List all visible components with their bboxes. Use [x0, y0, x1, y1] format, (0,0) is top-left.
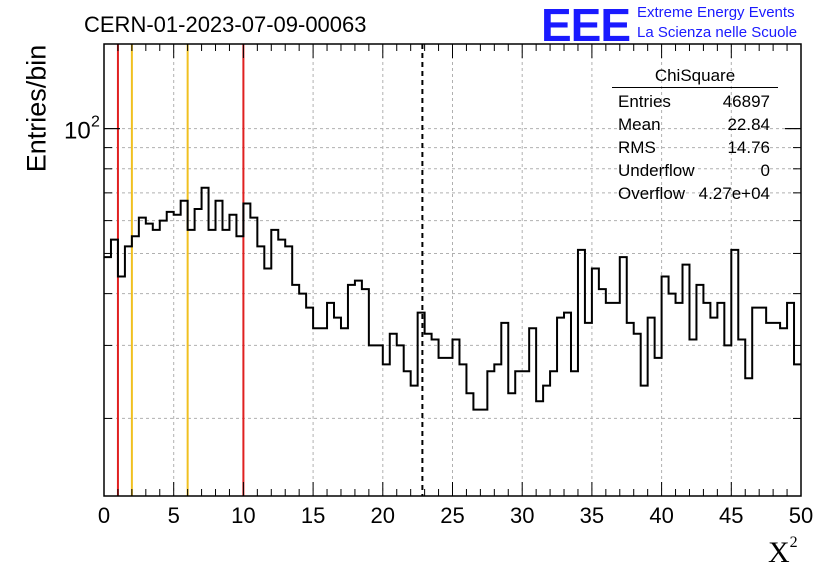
x-axis-label-base: X	[768, 536, 790, 569]
stats-label: Entries	[618, 92, 671, 111]
stats-row-rms: RMS 14.76	[612, 136, 778, 159]
x-axis-label-exponent: 2	[789, 534, 798, 551]
stats-label: Mean	[618, 115, 661, 134]
histogram-line	[104, 186, 801, 411]
stats-value: 0	[760, 161, 770, 180]
eee-logo: EEE	[541, 0, 631, 51]
stats-value: 46897	[722, 92, 770, 111]
stats-label: Overflow	[618, 184, 686, 203]
logo-subtitle-1: Extreme Energy Events	[637, 4, 795, 21]
stats-row-underflow: Underflow 0	[612, 159, 778, 182]
stats-box-title: ChiSquare	[612, 66, 778, 88]
stats-value: 4.27e+04	[698, 184, 770, 203]
x-tick-label: 35	[580, 503, 604, 528]
x-tick-label: 20	[371, 503, 395, 528]
x-tick-label: 45	[719, 503, 743, 528]
stats-value: 22.84	[727, 115, 770, 134]
histogram-title: CERN-01-2023-07-09-00063	[84, 12, 367, 37]
x-tick-label: 10	[231, 503, 255, 528]
stats-label: Underflow	[618, 161, 695, 180]
stats-row-entries: Entries 46897	[612, 90, 778, 113]
x-tick-label: 30	[510, 503, 534, 528]
x-tick-label: 0	[98, 503, 110, 528]
stats-label: RMS	[618, 138, 656, 157]
x-tick-label: 40	[649, 503, 673, 528]
stats-row-overflow: Overflow 4.27e+04	[612, 182, 778, 205]
x-tick-label: 5	[168, 503, 180, 528]
logo-subtitle-2: La Scienza nelle Scuole	[637, 24, 798, 41]
stats-value: 14.76	[727, 138, 770, 157]
y-tick-label-exponent: 2	[91, 114, 100, 131]
stats-row-mean: Mean 22.84	[612, 113, 778, 136]
stats-box: ChiSquare Entries 46897 Mean 22.84 RMS 14.7…	[612, 66, 778, 205]
x-tick-label: 50	[789, 503, 813, 528]
x-axis-label: X2	[768, 534, 798, 570]
x-tick-label: 15	[301, 503, 325, 528]
x-tick-label: 25	[440, 503, 464, 528]
y-tick-label-base: 10	[64, 118, 91, 145]
